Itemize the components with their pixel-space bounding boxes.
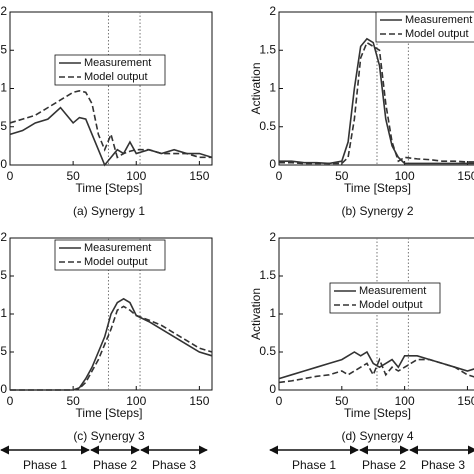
legend-box	[329, 282, 441, 314]
y-tick-label: 0.5	[259, 344, 276, 358]
y-tick-label: 1.5	[0, 42, 7, 56]
y-tick-label: 0	[269, 157, 276, 171]
y-tick-label: 1.5	[0, 268, 7, 282]
x-tick-label: 150	[189, 394, 209, 408]
y-tick-label: 2	[0, 4, 7, 18]
y-tick-label: 1	[0, 81, 7, 95]
x-tick-label: 150	[457, 169, 474, 183]
y-tick-label: 0	[0, 157, 7, 171]
y-tick-label: 2	[269, 230, 276, 244]
legend-label: Model output	[405, 28, 469, 40]
legend-box	[375, 11, 474, 43]
y-tick-label: 0	[269, 382, 276, 396]
legend-label: Measurement	[359, 285, 426, 297]
y-tick-label: 0.5	[0, 119, 7, 133]
legend-box	[54, 54, 166, 86]
y-tick-label: 2	[269, 4, 276, 18]
x-tick-label: 50	[66, 394, 80, 408]
legend-box	[54, 239, 166, 271]
plot-area	[278, 237, 474, 391]
y-tick-label: 0	[0, 382, 7, 396]
x-tick-label: 0	[276, 394, 283, 408]
legend-label: Model output	[359, 299, 423, 311]
legend-label: Measurement	[84, 57, 151, 69]
x-tick-label: 100	[126, 394, 146, 408]
x-tick-label: 100	[126, 169, 146, 183]
y-tick-label: 2	[0, 230, 7, 244]
y-tick-label: 1	[0, 306, 7, 320]
x-tick-label: 100	[395, 394, 415, 408]
legend-label: Model output	[84, 71, 148, 83]
x-tick-label: 50	[335, 394, 349, 408]
x-tick-label: 50	[66, 169, 80, 183]
series-line	[279, 41, 474, 165]
y-tick-label: 1	[269, 81, 276, 95]
plot-area	[9, 11, 213, 166]
x-axis-label: Time [Steps]	[344, 406, 411, 420]
x-tick-label: 100	[395, 169, 415, 183]
y-axis-label: Activation	[249, 288, 263, 340]
series-line	[278, 350, 474, 380]
phase-label: Phase 2	[93, 458, 137, 472]
x-axis-label: Time [Steps]	[76, 406, 143, 420]
phase-label: Phase 3	[421, 458, 465, 472]
x-tick-label: 150	[189, 169, 209, 183]
x-tick-label: 150	[457, 394, 474, 408]
y-tick-label: 1.5	[259, 42, 276, 56]
series-line	[10, 297, 213, 391]
x-axis-label: Time [Steps]	[344, 181, 411, 195]
y-tick-label: 1	[269, 306, 276, 320]
y-tick-label: 1.5	[259, 268, 276, 282]
x-tick-label: 0	[7, 169, 14, 183]
x-tick-label: 0	[7, 394, 14, 408]
phase-label: Phase 3	[152, 458, 196, 472]
y-tick-label: 0.5	[0, 344, 7, 358]
caption: (c) Synergy 3	[73, 429, 145, 443]
legend-label: Measurement	[405, 14, 472, 26]
x-tick-label: 0	[276, 169, 283, 183]
caption: (b) Synergy 2	[341, 204, 413, 218]
phase-label: Phase 1	[292, 458, 336, 472]
series-line	[9, 106, 213, 167]
phase-label: Phase 2	[362, 458, 406, 472]
legend-label: Measurement	[84, 242, 151, 254]
phase-label: Phase 1	[23, 458, 67, 472]
series-line	[10, 305, 213, 391]
caption: (d) Synergy 4	[341, 429, 413, 443]
y-axis-label: Activation	[249, 62, 263, 114]
x-tick-label: 50	[335, 169, 349, 183]
x-axis-label: Time [Steps]	[76, 181, 143, 195]
series-line	[279, 37, 474, 165]
series-line	[9, 89, 212, 159]
legend-label: Model output	[84, 256, 148, 268]
y-tick-label: 0.5	[259, 119, 276, 133]
caption: (a) Synergy 1	[73, 204, 145, 218]
